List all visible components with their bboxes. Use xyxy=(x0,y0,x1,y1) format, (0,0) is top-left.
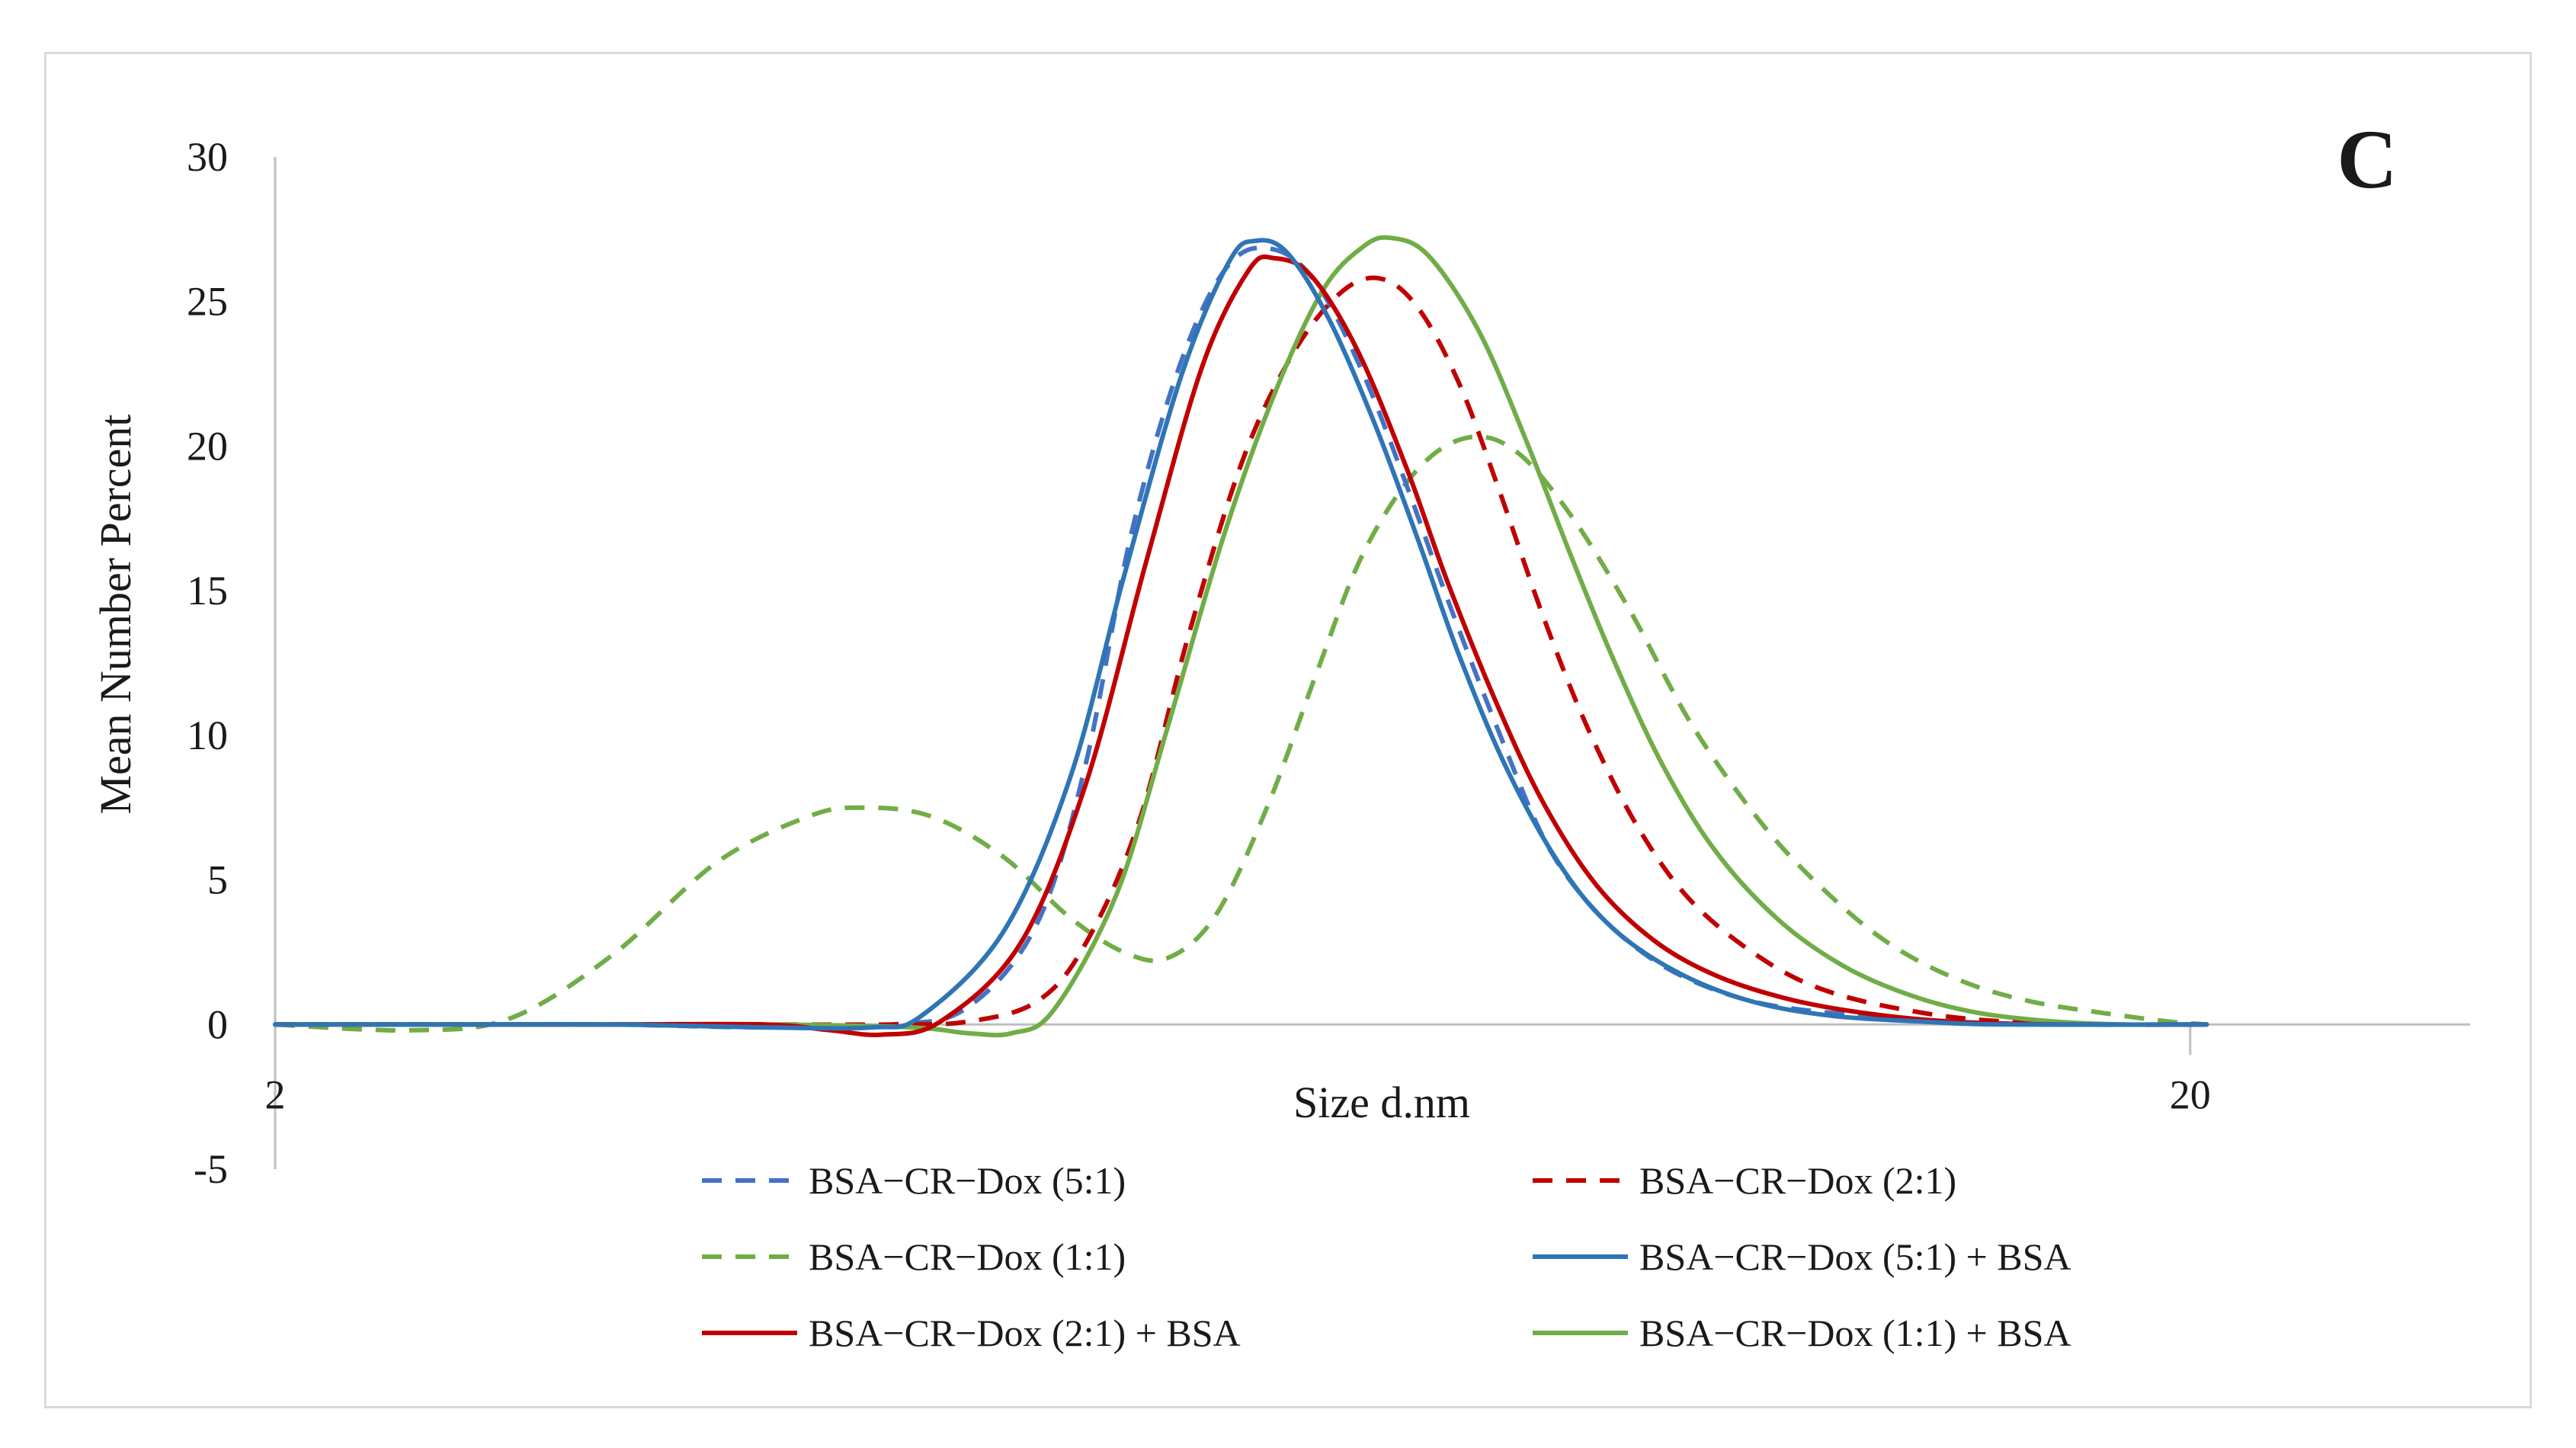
y-tick-label: 0 xyxy=(207,1001,228,1047)
legend-label-2: BSA−CR−Dox (1:1) xyxy=(809,1235,1126,1278)
series-line-0 xyxy=(274,245,2207,1030)
y-tick-label: 10 xyxy=(187,713,228,758)
labels-layer: C Size d.nm Mean Number Percent xyxy=(91,113,2398,1127)
series-line-2 xyxy=(274,434,2207,1033)
legend-label-0: BSA−CR−Dox (5:1) xyxy=(809,1159,1126,1202)
legend-label-1: BSA−CR−Dox (2:1) xyxy=(1639,1159,1956,1202)
axes-layer: -5 0 5 10 15 20 25 30 2 20 xyxy=(187,134,2470,1192)
y-axis-title: Mean Number Percent xyxy=(91,414,140,814)
y-tick-label: 20 xyxy=(187,423,228,469)
x-tick-label: 20 xyxy=(2170,1072,2211,1117)
series-line-1 xyxy=(274,275,2207,1027)
series-layer xyxy=(273,235,2209,1038)
y-tick-label: 25 xyxy=(187,279,228,325)
chart-svg: -5 0 5 10 15 20 25 30 2 20 C Size d.nm Mean Numbe… xyxy=(91,113,2470,1354)
series-line-3 xyxy=(273,238,2209,1031)
legend-label-5: BSA−CR−Dox (1:1) + BSA xyxy=(1639,1312,2071,1354)
panel-label: C xyxy=(2337,113,2397,206)
y-tick-label: -5 xyxy=(194,1146,228,1192)
chart-frame: -5 0 5 10 15 20 25 30 2 20 C Size d.nm Mean Numbe… xyxy=(44,52,2532,1408)
y-tick-label: 5 xyxy=(207,857,228,903)
series-line-4 xyxy=(273,254,2209,1037)
y-tick-label: 15 xyxy=(187,568,228,613)
legend-label-4: BSA−CR−Dox (2:1) + BSA xyxy=(809,1312,1241,1354)
x-axis-title: Size d.nm xyxy=(1293,1078,1470,1127)
legend: BSA−CR−Dox (5:1) BSA−CR−Dox (2:1) BSA−CR−D… xyxy=(702,1159,2071,1354)
x-tick-label: 2 xyxy=(265,1072,286,1117)
legend-label-3: BSA−CR−Dox (5:1) + BSA xyxy=(1639,1235,2071,1278)
y-tick-label: 30 xyxy=(187,134,228,180)
series-line-5 xyxy=(273,235,2209,1038)
